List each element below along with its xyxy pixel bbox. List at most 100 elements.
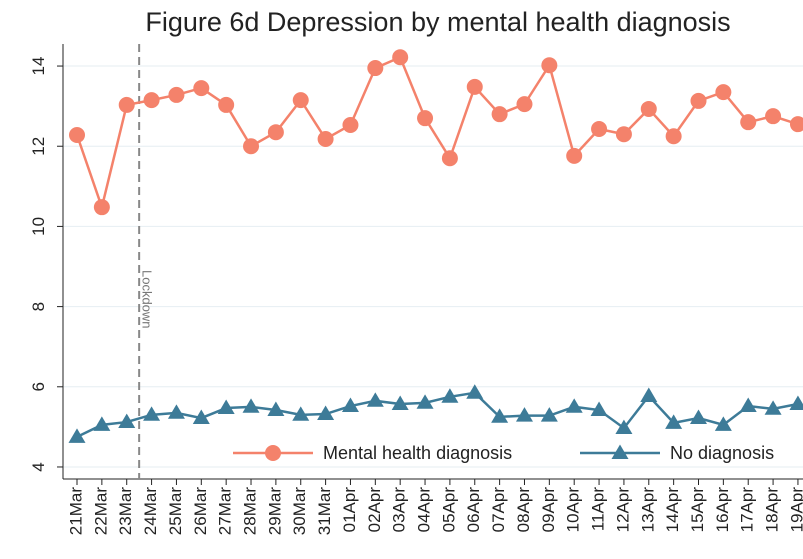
x-tick-label: 17Apr xyxy=(738,487,757,533)
data-point xyxy=(341,397,359,412)
x-tick-label: 21Mar xyxy=(66,487,85,536)
data-point xyxy=(789,116,803,133)
data-point xyxy=(242,398,260,413)
data-point xyxy=(441,150,458,167)
data-point xyxy=(192,409,210,425)
data-point xyxy=(218,96,235,113)
data-point xyxy=(739,397,757,412)
data-point xyxy=(466,384,484,399)
x-tick-label: 07Apr xyxy=(489,487,508,533)
chart-title: Figure 6d Depression by mental health di… xyxy=(145,7,730,37)
x-tick-label: 27Mar xyxy=(216,487,235,536)
x-tick-label: 11Apr xyxy=(589,487,608,531)
data-point xyxy=(441,388,459,403)
data-point xyxy=(417,110,434,127)
data-point xyxy=(193,80,210,97)
y-tick-label: 6 xyxy=(29,382,48,391)
data-point xyxy=(515,407,533,422)
y-tick-label: 10 xyxy=(29,217,48,236)
x-tick-label: 25Mar xyxy=(166,487,185,536)
data-point xyxy=(714,416,732,431)
x-tick-label: 29Mar xyxy=(265,487,284,536)
series-line xyxy=(76,391,799,439)
data-point xyxy=(317,131,334,148)
data-point xyxy=(391,395,409,410)
data-point xyxy=(168,86,185,103)
x-tick-label: 16Apr xyxy=(713,487,732,533)
x-tick-label: 30Mar xyxy=(290,487,309,536)
data-point xyxy=(640,100,657,117)
x-tick-label: 24Mar xyxy=(141,487,160,536)
x-tick-label: 10Apr xyxy=(564,487,583,533)
x-tick-label: 14Apr xyxy=(663,487,682,533)
y-tick-label: 8 xyxy=(29,302,48,311)
y-tick-label: 4 xyxy=(29,462,48,471)
data-point xyxy=(367,60,384,77)
x-tick-label: 05Apr xyxy=(439,487,458,533)
data-point xyxy=(491,408,509,423)
data-point xyxy=(167,404,185,419)
data-point xyxy=(69,127,85,144)
data-point xyxy=(317,405,335,420)
data-point xyxy=(764,400,782,415)
data-point xyxy=(68,428,86,443)
data-point xyxy=(541,57,558,74)
data-point xyxy=(267,124,284,141)
data-point xyxy=(342,116,359,133)
data-point xyxy=(366,392,384,407)
data-point xyxy=(740,114,757,131)
data-point xyxy=(292,92,309,109)
x-tick-label: 06Apr xyxy=(464,487,483,533)
data-point xyxy=(765,108,782,125)
data-point xyxy=(591,120,608,137)
legend-label: Mental health diagnosis xyxy=(323,443,512,463)
data-point xyxy=(267,401,285,416)
data-point xyxy=(615,126,632,143)
x-tick-label: 01Apr xyxy=(340,487,359,533)
data-point xyxy=(143,406,161,421)
x-tick-label: 28Mar xyxy=(241,487,260,536)
data-point xyxy=(690,409,707,425)
data-point xyxy=(416,394,434,409)
x-tick-label: 23Mar xyxy=(116,487,135,536)
data-point xyxy=(540,407,558,422)
data-point xyxy=(566,147,583,164)
x-tick-label: 18Apr xyxy=(763,487,782,533)
data-point xyxy=(665,128,682,145)
x-tick-label: 19Apr xyxy=(787,487,803,533)
data-point xyxy=(665,414,683,429)
data-point xyxy=(93,199,110,216)
y-tick-label: 12 xyxy=(29,137,48,156)
data-point xyxy=(789,395,803,410)
legend-label: No diagnosis xyxy=(670,443,774,463)
legend-marker xyxy=(265,445,281,461)
data-point xyxy=(640,387,658,402)
x-tick-label: 08Apr xyxy=(514,487,533,533)
data-point xyxy=(466,78,483,95)
data-point xyxy=(615,419,633,435)
data-point xyxy=(565,398,583,413)
data-point xyxy=(118,413,136,429)
x-tick-label: 26Mar xyxy=(191,487,210,536)
data-point xyxy=(217,399,235,414)
x-tick-label: 03Apr xyxy=(390,487,409,533)
x-tick-label: 04Apr xyxy=(415,487,434,533)
x-tick-label: 02Apr xyxy=(365,487,384,533)
series-line xyxy=(75,55,799,212)
x-tick-label: 22Mar xyxy=(91,487,110,536)
data-point xyxy=(143,92,160,109)
data-point xyxy=(243,138,260,155)
legend-marker xyxy=(611,444,629,459)
data-point xyxy=(491,106,508,123)
y-tick-label: 14 xyxy=(29,57,48,76)
data-point xyxy=(93,416,111,431)
x-tick-label: 12Apr xyxy=(613,487,632,533)
data-point xyxy=(118,96,135,113)
x-tick-label: 15Apr xyxy=(688,487,707,533)
data-point xyxy=(516,96,533,113)
x-tick-label: 31Mar xyxy=(315,487,334,536)
data-point xyxy=(590,401,608,416)
data-point xyxy=(292,406,310,421)
x-tick-label: 13Apr xyxy=(638,487,657,533)
